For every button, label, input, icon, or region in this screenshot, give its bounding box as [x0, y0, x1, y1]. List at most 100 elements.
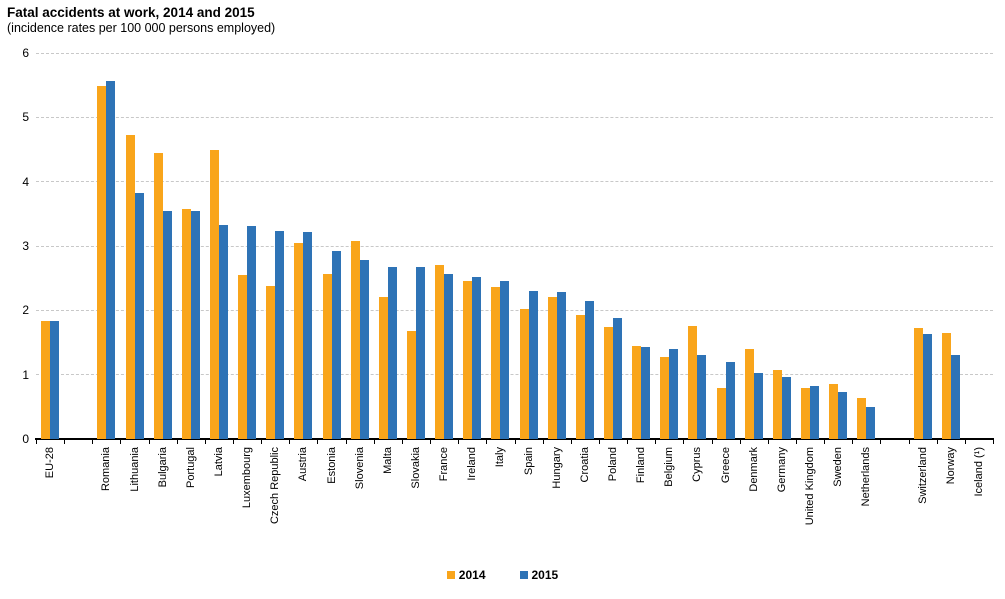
bar-2014 — [153, 152, 163, 439]
bar-2014 — [801, 387, 811, 439]
axis-tick — [880, 440, 882, 444]
axis-tick — [795, 440, 797, 444]
x-axis-label: Malta — [381, 447, 394, 474]
bar-2014 — [575, 314, 585, 439]
legend-label-2014: 2014 — [458, 568, 486, 582]
gridline — [36, 116, 993, 118]
x-axis-label: Luxembourg — [241, 447, 254, 509]
y-axis-label: 3 — [22, 239, 29, 253]
bar-2014 — [238, 274, 248, 439]
axis-tick — [570, 440, 572, 444]
gridline — [36, 245, 993, 247]
axis-tick — [401, 440, 403, 444]
axis-tick — [767, 440, 769, 444]
gridline — [36, 309, 993, 311]
bar-2014 — [604, 327, 613, 439]
x-axis-label: Belgium — [663, 447, 676, 487]
x-axis-label: Lithuania — [128, 447, 141, 492]
x-axis-label: Denmark — [747, 447, 760, 492]
y-axis-label: 5 — [22, 110, 29, 125]
axis-tick — [373, 440, 375, 444]
bar-2015 — [444, 273, 454, 439]
bar-2015 — [725, 362, 735, 439]
axis-tick — [655, 440, 657, 444]
x-axis-label: Slovakia — [409, 447, 422, 489]
x-axis-label: Poland — [607, 447, 619, 482]
y-axis-label: 0 — [22, 432, 29, 446]
bar-2015 — [472, 276, 482, 439]
bar-2014 — [519, 309, 529, 439]
axis-tick — [148, 440, 150, 444]
x-axis-label: Greece — [719, 447, 732, 484]
bar-2015 — [528, 291, 538, 439]
y-axis-label: 6 — [22, 46, 29, 60]
axis-tick — [289, 440, 291, 444]
x-axis-line — [35, 438, 994, 440]
bar-2014 — [294, 242, 304, 439]
x-axis-label: Croatia — [578, 447, 591, 483]
bar-2014 — [913, 328, 923, 439]
bar-2014 — [491, 287, 501, 439]
x-axis-label: Romania — [100, 447, 113, 492]
bar-2015 — [922, 334, 932, 439]
bar-2014 — [350, 240, 360, 439]
legend-swatch-2014-icon — [446, 571, 455, 579]
x-axis-label: Finland — [635, 447, 648, 484]
bar-2014 — [744, 348, 754, 439]
bar-2014 — [378, 297, 388, 439]
bar-2015 — [781, 376, 791, 439]
bar-2015 — [218, 225, 228, 439]
x-axis-label: Switzerland — [916, 447, 929, 504]
y-axis-label: 2 — [22, 303, 29, 318]
bar-2015 — [387, 266, 397, 439]
axis-tick — [430, 440, 432, 444]
bar-2015 — [641, 347, 651, 439]
bar-2015 — [50, 321, 60, 439]
axis-tick — [993, 440, 994, 444]
legend-item-2014: 2014 — [446, 568, 486, 582]
gridline — [36, 181, 993, 183]
axis-tick — [908, 440, 910, 444]
x-axis-label: Latvia — [212, 447, 225, 477]
bar-2014 — [688, 326, 698, 439]
axis-tick — [233, 440, 235, 444]
bar-2014 — [209, 149, 219, 439]
x-axis-label: Austria — [297, 447, 310, 482]
legend-item-2015: 2015 — [519, 568, 559, 582]
x-axis-label: Cyprus — [691, 447, 704, 482]
chart-subtitle: (incidence rates per 100 000 persons emp… — [7, 21, 276, 35]
bar-2014 — [266, 285, 276, 439]
x-axis-label: Italy — [494, 447, 507, 468]
axis-tick — [514, 440, 516, 444]
bar-2015 — [810, 385, 820, 439]
x-axis-label: Germany — [775, 447, 788, 493]
axis-tick — [204, 440, 206, 444]
bar-2014 — [435, 265, 445, 439]
bar-2015 — [134, 192, 144, 439]
x-axis-label: Hungary — [550, 447, 563, 489]
bar-2015 — [331, 250, 341, 439]
bar-2015 — [415, 267, 425, 439]
bar-2015 — [669, 348, 679, 439]
x-axis-label: Czech Republic — [269, 447, 282, 525]
bar-2014 — [125, 135, 135, 439]
bar-2015 — [275, 230, 285, 439]
y-axis-label: 4 — [22, 174, 29, 189]
axis-tick — [627, 440, 629, 444]
bar-2015 — [697, 355, 707, 439]
axis-tick — [458, 440, 460, 444]
chart-title: Fatal accidents at work, 2014 and 2015 — [7, 5, 255, 20]
legend-label-2015: 2015 — [531, 568, 559, 582]
bar-2015 — [613, 318, 622, 439]
bar-2014 — [941, 332, 951, 439]
bar-2014 — [632, 346, 642, 439]
axis-tick — [936, 440, 938, 444]
gridline — [36, 52, 993, 54]
axis-tick — [92, 440, 94, 444]
x-axis-label: EU-28 — [44, 447, 57, 479]
bar-2015 — [247, 226, 257, 439]
axis-tick — [36, 440, 37, 444]
bar-2014 — [660, 356, 670, 439]
bar-2014 — [406, 330, 416, 439]
